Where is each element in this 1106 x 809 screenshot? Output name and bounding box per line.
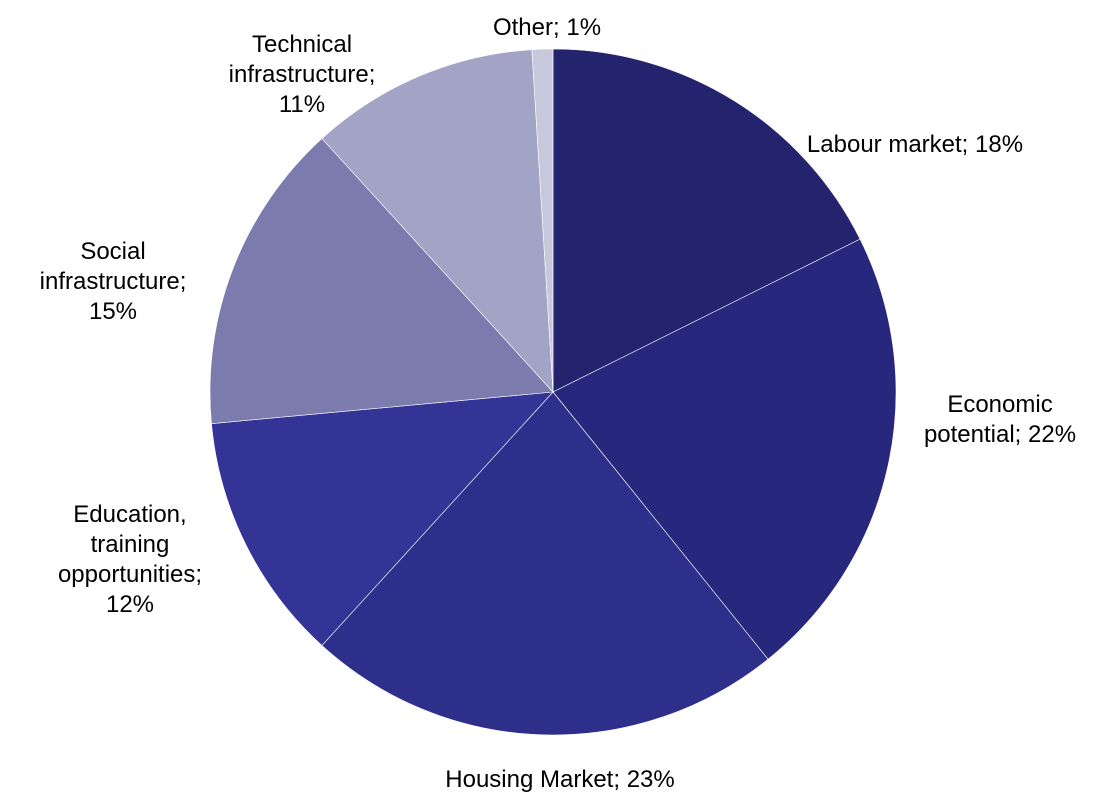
slice-label: Labour market; 18% <box>800 130 1030 160</box>
pie-slice <box>209 138 554 424</box>
slice-value: 15% <box>88 298 138 325</box>
slice-label: Housing Market; 23% <box>440 765 680 795</box>
slice-label: Social infrastructure; 15% <box>23 237 203 327</box>
pie-slice <box>552 48 861 393</box>
slice-value: 11% <box>278 91 326 118</box>
pie-slice <box>531 48 554 393</box>
slice-value: 18% <box>975 131 1024 158</box>
slice-category: Education, training opportunities; <box>57 501 203 588</box>
slice-label: Education, training opportunities; 12% <box>35 500 225 620</box>
slice-category: Technical infrastructure; <box>228 31 376 88</box>
slice-category: Other; <box>492 14 560 41</box>
slice-value: 22% <box>1028 421 1077 448</box>
slice-category: Labour market; <box>806 131 969 158</box>
pie-slice <box>211 391 554 646</box>
slice-label: Technical infrastructure; 11% <box>212 30 392 120</box>
slice-value: 1% <box>566 14 602 41</box>
slice-label: Economic potential; 22% <box>905 390 1095 450</box>
pie-slice <box>552 238 897 660</box>
slice-category: Housing Market; <box>445 766 621 793</box>
slice-value: 12% <box>105 591 155 618</box>
slice-value: 23% <box>626 766 675 793</box>
slice-category: Economic potential; <box>923 391 1053 448</box>
pie-slice <box>321 391 769 736</box>
pie-slice <box>321 49 554 393</box>
slice-label: Other; 1% <box>447 13 647 43</box>
slice-category: Social infrastructure; <box>39 238 187 295</box>
